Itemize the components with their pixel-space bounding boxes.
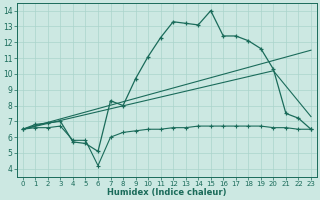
X-axis label: Humidex (Indice chaleur): Humidex (Indice chaleur)	[107, 188, 227, 197]
